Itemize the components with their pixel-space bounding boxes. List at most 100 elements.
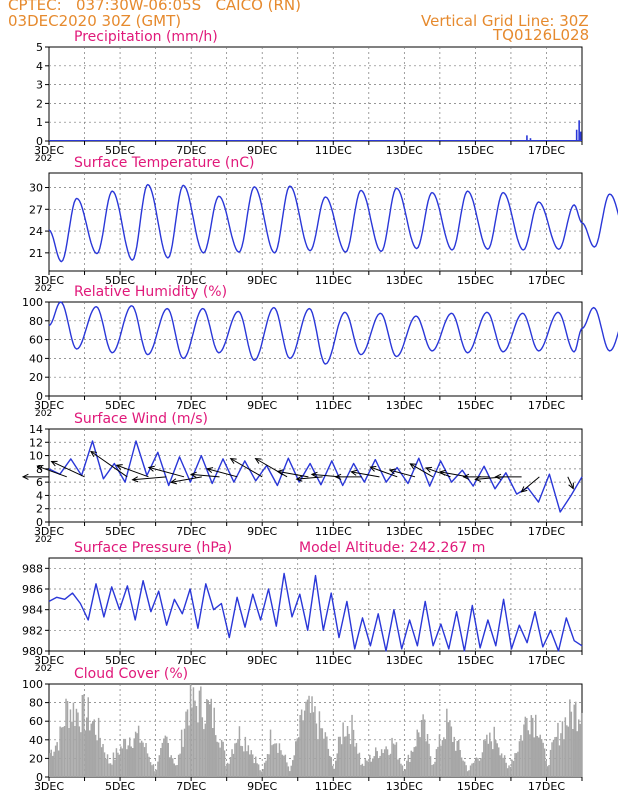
cloud-bar [84,730,87,777]
cloud-bar [515,753,518,777]
y-tick-label: 0 [36,390,43,403]
cloud-bar [434,761,436,777]
cloud-bar [391,737,393,777]
cloud-bar [366,760,368,777]
cloud-bar [274,743,276,777]
y-tick-label: 2 [36,503,43,516]
cloud-bar [567,726,570,777]
cloud-bar [551,742,553,777]
cloud-bar [143,747,146,777]
x-tick-label: 11DEC [315,525,352,538]
pressure-line [48,572,583,652]
cloud-bar [204,723,207,777]
cloud-bar [53,751,55,777]
cloud-bar [89,730,91,777]
cloud-bar [220,740,223,777]
cloud-bar [465,765,467,777]
y-tick-label: 60 [29,334,43,347]
wind-arrow [277,470,309,478]
y-tick-label: 100 [22,678,43,691]
wind-arrow-head [36,465,44,471]
cloud-bar [579,723,581,777]
cloud-bar [256,763,258,777]
y-tick-label: 4 [36,60,43,73]
cloud-bar [59,726,61,777]
cloud-bar [379,755,381,777]
cloud-bar [243,751,245,777]
cloud-bar [320,728,322,777]
cloud-bar [335,760,337,777]
cloud-bar [201,717,204,777]
cloud-bar [505,762,507,777]
plot-frame [48,301,583,397]
x-tick-label: 5DEC [105,654,135,667]
cloud-bar [278,743,281,777]
plot-frame [48,46,583,142]
cloud-bar [87,697,89,777]
cloud-bar [49,753,51,777]
cloud-bar [189,684,192,777]
y-tick-label: 80 [29,697,43,710]
cloud-bar [535,714,537,777]
cloud-bar [292,760,294,777]
y-tick-label: 40 [29,352,43,365]
cloud-bar [536,736,538,777]
wind-arrow-head [388,468,396,475]
cloud-bar [180,729,183,777]
cloud-bar [545,761,547,777]
cloud-bar [295,741,297,777]
cloud-bar [367,761,370,777]
cloud-bar [117,752,119,777]
wind-arrow-head [438,469,447,476]
cloud-bar [309,712,312,777]
cloud-bar [517,751,519,777]
cloud-bar [115,748,118,777]
y-tick-label: 988 [22,562,43,575]
wind-arrow [440,471,469,478]
y-tick-label: 6 [36,476,43,489]
cloud-bar [271,745,273,777]
cloud-bar [452,742,454,777]
cloud-bar [463,761,466,777]
cloud-bar [255,756,257,777]
x-tick-label: 7DEC [176,780,206,793]
cloud-bar [215,735,217,777]
x-tick-label: 9DEC [247,525,277,538]
cloud-bar [502,757,504,777]
cloud-bar [506,768,509,777]
y-tick-label: 40 [29,734,43,747]
x-tick-label: 17DEC [528,525,565,538]
wind-arrow-head [206,467,214,474]
cloud-bar [172,758,174,777]
cloud-bar [108,763,110,777]
cloud-bar [573,704,575,777]
cloud-bar [121,748,124,777]
x-tick-label: 17DEC [528,780,565,793]
cloud-bar [65,698,67,777]
cloud-bar [426,734,429,777]
y-tick-label: 982 [22,624,43,637]
cloud-bar [435,749,438,777]
header-grid-note: Vertical Grid Line: 30Z [421,12,589,30]
cloud-bar [305,701,307,777]
x-tick-label: 13DEC [386,654,423,667]
cloud-bar [75,708,78,777]
cloud-bar [134,731,137,777]
wind-arrow [207,468,238,478]
wind-arrow-head [229,458,237,464]
wind-arrow-head [254,458,262,464]
y-tick-label: 3 [36,79,43,92]
cloud-bar [326,736,328,777]
wind-arrow-head [21,473,29,480]
wind-arrow [37,465,67,478]
cloud-bar [207,700,209,777]
cloud-bar [306,699,309,777]
cloud-bar [480,758,482,777]
cloud-bar [532,717,534,777]
cloud-bar [380,749,383,777]
y-tick-label: 27 [29,203,43,216]
x-year-label: 202 [35,154,52,164]
cloud-bar [213,707,215,777]
wind-arrow-head [334,473,342,480]
cloud-bar [266,754,269,777]
